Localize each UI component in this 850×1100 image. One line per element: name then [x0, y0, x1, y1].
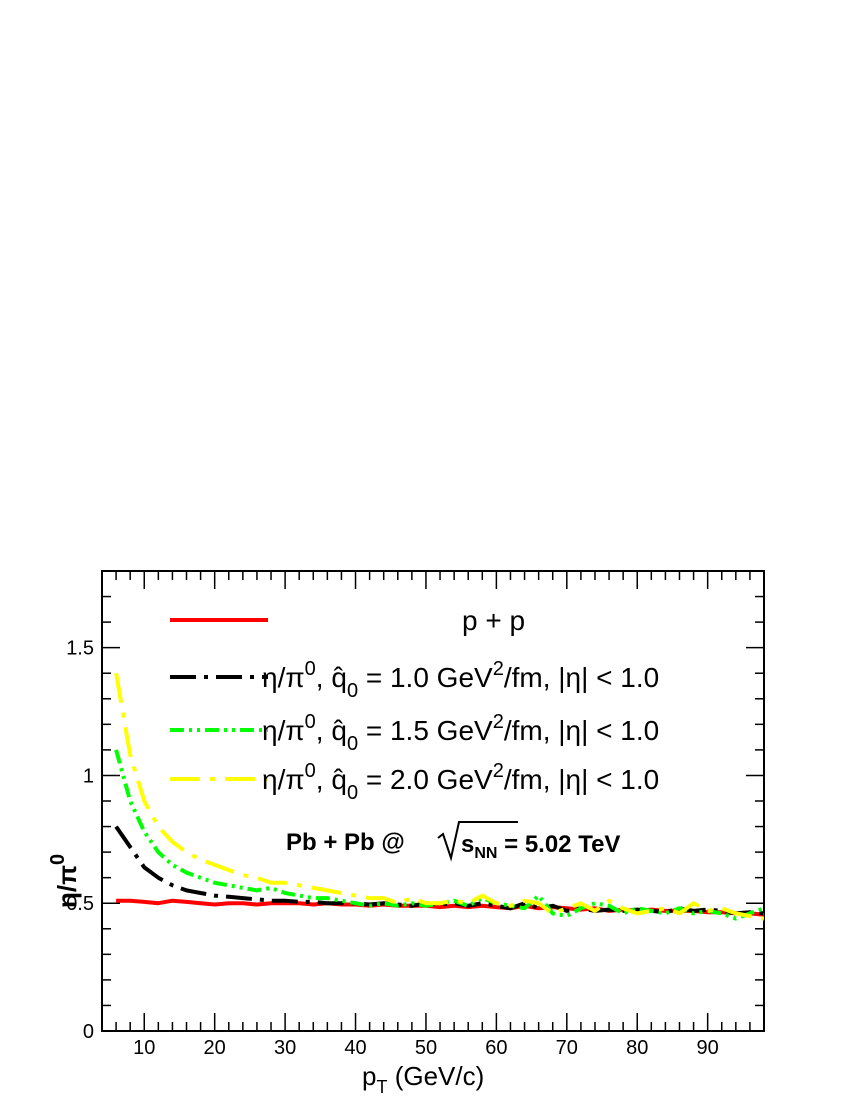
y-tick-label: 1	[83, 765, 94, 787]
collision-annotation: Pb + Pb @ sNN = 5.02 TeV	[286, 821, 620, 862]
x-axis-title-main: p	[362, 1061, 376, 1091]
y-axis-title: η/π0	[47, 854, 82, 908]
legend-label-q15: η/π0, q̂0 = 1.5 GeV2/fm, |η| < 1.0	[262, 711, 659, 755]
legend: p + p η/π0, q̂0 = 1.0 GeV2/fm, |η| < 1.0…	[170, 605, 659, 804]
series-layer	[114, 672, 764, 921]
x-tick-label: 40	[344, 1037, 366, 1059]
y-tick-label: 0	[83, 1021, 94, 1043]
y-axis-title-sup: 0	[47, 854, 69, 865]
series-line-q20	[114, 672, 764, 921]
x-axis-title-sub: T	[376, 1077, 387, 1097]
y-axis-title-main: η/π	[52, 865, 82, 908]
x-axis-title: pT (GeV/c)	[362, 1061, 484, 1097]
x-tick-labels: 10 20 30 40 50 60 70 80 90	[133, 1037, 719, 1059]
legend-label-pp: p + p	[462, 605, 525, 636]
sqrt-sign	[437, 821, 518, 862]
plot-frame	[101, 570, 765, 1032]
legend-label-q20: η/π0, q̂0 = 2.0 GeV2/fm, |η| < 1.0	[262, 760, 659, 804]
x-tick-label: 30	[274, 1037, 296, 1059]
annotation-suffix: = 5.02 TeV	[497, 831, 620, 858]
x-tick-label: 20	[204, 1037, 226, 1059]
x-tick-label: 60	[485, 1037, 507, 1059]
annotation-sqrt-content: sNN = 5.02 TeV	[461, 831, 620, 862]
x-axis-title-rest: (GeV/c)	[387, 1061, 484, 1091]
legend-label-q10: η/π0, q̂0 = 1.0 GeV2/fm, |η| < 1.0	[262, 658, 659, 702]
x-tick-label: 70	[556, 1037, 578, 1059]
y-tick-labels: 0 0.5 1 1.5	[66, 638, 94, 1043]
series-line-q10	[114, 825, 764, 916]
axis-ticks	[101, 570, 765, 1032]
annotation-sqrt-sub: NN	[474, 845, 497, 862]
annotation-sqrt-arg: s	[461, 831, 474, 858]
x-tick-label: 50	[415, 1037, 437, 1059]
x-tick-label: 10	[133, 1037, 155, 1059]
y-tick-label: 1.5	[66, 638, 94, 660]
x-tick-label: 90	[697, 1037, 719, 1059]
x-tick-label: 80	[626, 1037, 648, 1059]
annotation-prefix: Pb + Pb @	[286, 829, 405, 856]
y-tick-label: 0.5	[66, 893, 94, 915]
